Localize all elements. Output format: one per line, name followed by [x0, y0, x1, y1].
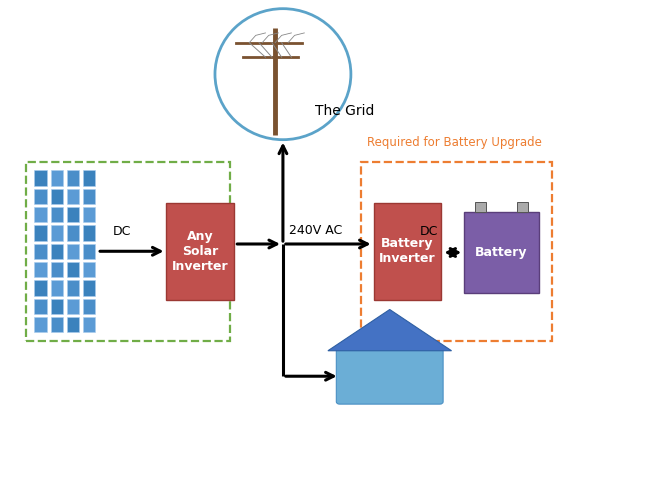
Text: Battery: Battery — [475, 246, 528, 259]
FancyBboxPatch shape — [83, 244, 96, 259]
Polygon shape — [328, 309, 452, 351]
Text: Battery
Inverter: Battery Inverter — [379, 237, 436, 265]
FancyBboxPatch shape — [83, 207, 96, 223]
Text: Required for Battery Upgrade: Required for Battery Upgrade — [367, 136, 542, 149]
FancyBboxPatch shape — [34, 188, 47, 204]
FancyBboxPatch shape — [51, 299, 63, 314]
FancyBboxPatch shape — [34, 262, 47, 277]
FancyBboxPatch shape — [83, 317, 96, 332]
FancyBboxPatch shape — [83, 188, 96, 204]
FancyBboxPatch shape — [67, 299, 79, 314]
FancyBboxPatch shape — [67, 262, 79, 277]
FancyBboxPatch shape — [34, 244, 47, 259]
FancyBboxPatch shape — [83, 280, 96, 296]
FancyBboxPatch shape — [51, 170, 63, 185]
FancyBboxPatch shape — [336, 348, 443, 404]
FancyBboxPatch shape — [51, 262, 63, 277]
FancyBboxPatch shape — [67, 317, 79, 332]
FancyBboxPatch shape — [34, 170, 47, 185]
Text: The Grid: The Grid — [315, 103, 374, 118]
FancyBboxPatch shape — [67, 280, 79, 296]
Bar — [474, 202, 486, 212]
FancyBboxPatch shape — [67, 170, 79, 185]
FancyBboxPatch shape — [51, 280, 63, 296]
Text: DC: DC — [419, 225, 437, 238]
FancyBboxPatch shape — [51, 225, 63, 241]
FancyBboxPatch shape — [67, 244, 79, 259]
Text: DC: DC — [112, 225, 131, 238]
FancyBboxPatch shape — [67, 207, 79, 223]
Ellipse shape — [215, 9, 351, 140]
FancyBboxPatch shape — [83, 299, 96, 314]
FancyBboxPatch shape — [51, 207, 63, 223]
Text: 240V AC: 240V AC — [289, 224, 343, 237]
FancyBboxPatch shape — [51, 188, 63, 204]
Bar — [517, 202, 528, 212]
FancyBboxPatch shape — [51, 244, 63, 259]
Text: Any
Solar
Inverter: Any Solar Inverter — [172, 230, 229, 273]
FancyBboxPatch shape — [374, 203, 441, 300]
FancyBboxPatch shape — [34, 207, 47, 223]
FancyBboxPatch shape — [67, 225, 79, 241]
FancyBboxPatch shape — [34, 225, 47, 241]
FancyBboxPatch shape — [83, 262, 96, 277]
FancyBboxPatch shape — [464, 212, 539, 292]
FancyBboxPatch shape — [166, 203, 235, 300]
FancyBboxPatch shape — [34, 317, 47, 332]
FancyBboxPatch shape — [83, 170, 96, 185]
FancyBboxPatch shape — [34, 299, 47, 314]
FancyBboxPatch shape — [83, 225, 96, 241]
FancyBboxPatch shape — [51, 317, 63, 332]
FancyBboxPatch shape — [67, 188, 79, 204]
FancyBboxPatch shape — [34, 280, 47, 296]
